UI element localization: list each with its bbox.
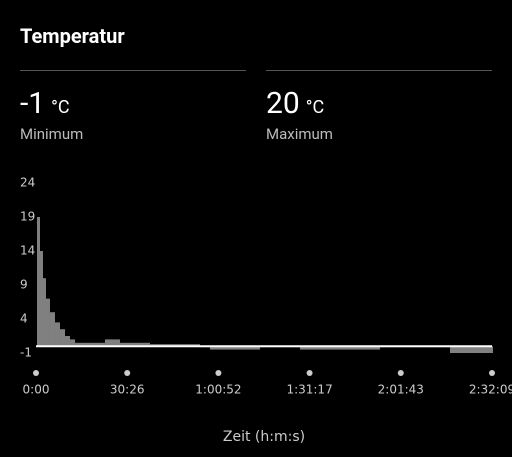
divider bbox=[20, 70, 246, 71]
y-tick-label: -1 bbox=[20, 346, 32, 360]
card-title: Temperatur bbox=[20, 24, 125, 48]
min-value: -1 bbox=[20, 86, 46, 121]
area-bar bbox=[359, 346, 381, 350]
x-tick-dot bbox=[397, 370, 404, 376]
x-tick-dot bbox=[124, 370, 131, 376]
area-bar bbox=[149, 344, 200, 347]
divider bbox=[266, 70, 492, 71]
min-stat: -1 °C Minimum bbox=[20, 86, 83, 143]
area-bar bbox=[54, 322, 60, 347]
area-bar bbox=[492, 346, 493, 353]
area-bar bbox=[99, 342, 105, 347]
area-bar bbox=[49, 312, 55, 347]
area-bar bbox=[75, 342, 100, 347]
y-tick-label: 19 bbox=[20, 210, 35, 224]
area-bar bbox=[39, 251, 43, 347]
x-tick-label: 1:31:17 bbox=[286, 383, 332, 397]
area-bar bbox=[36, 217, 40, 347]
area-bar bbox=[42, 278, 46, 347]
area-bar bbox=[65, 336, 71, 347]
x-axis-label: Zeit (h:m:s) bbox=[223, 429, 305, 445]
max-label: Maximum bbox=[266, 125, 333, 143]
area-bar bbox=[104, 339, 119, 347]
y-tick-label: 4 bbox=[20, 312, 28, 326]
x-tick-label: 30:26 bbox=[110, 383, 145, 397]
area-bar bbox=[118, 339, 121, 347]
area-bar bbox=[449, 346, 492, 353]
x-tick-dot bbox=[489, 370, 495, 376]
area-bar bbox=[299, 346, 360, 350]
y-tick-label: 14 bbox=[20, 244, 35, 258]
x-tick-label: 2:32:09 bbox=[469, 383, 512, 397]
unit: °C bbox=[305, 97, 325, 118]
x-tick-label: 1:00:52 bbox=[195, 383, 241, 397]
min-label: Minimum bbox=[20, 125, 84, 143]
y-tick-label: 24 bbox=[20, 176, 35, 190]
x-tick-dot bbox=[33, 370, 39, 376]
area-bar bbox=[209, 346, 260, 350]
max-stat: 20 °C Maximum bbox=[266, 86, 333, 143]
area-bar bbox=[70, 339, 76, 347]
area-bar bbox=[120, 342, 150, 347]
unit: °C bbox=[51, 97, 70, 118]
area-bar bbox=[59, 329, 66, 347]
x-tick-dot bbox=[306, 370, 313, 376]
x-tick-label: 2:01:43 bbox=[378, 383, 424, 397]
area-bar bbox=[45, 298, 50, 347]
max-value: 20 bbox=[266, 86, 300, 121]
x-tick-label: 0:00 bbox=[23, 383, 50, 397]
x-tick-dot bbox=[215, 370, 222, 376]
y-tick-label: 9 bbox=[20, 278, 28, 292]
